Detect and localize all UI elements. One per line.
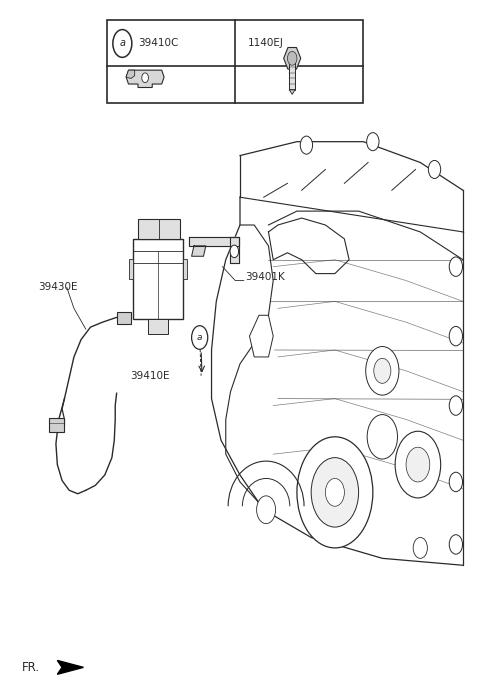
Circle shape — [449, 326, 463, 346]
Bar — [129, 259, 133, 279]
Circle shape — [367, 414, 397, 459]
Text: 39410E: 39410E — [130, 372, 169, 382]
Text: FR.: FR. — [22, 661, 40, 674]
Polygon shape — [229, 237, 239, 263]
Circle shape — [325, 479, 344, 506]
Circle shape — [395, 431, 441, 498]
Circle shape — [300, 136, 312, 154]
Circle shape — [288, 51, 297, 65]
Text: 39410C: 39410C — [138, 38, 179, 48]
Bar — [183, 259, 187, 279]
Circle shape — [113, 29, 132, 57]
Bar — [107, 20, 363, 104]
Polygon shape — [189, 237, 239, 246]
Text: 39430E: 39430E — [38, 283, 78, 293]
Bar — [138, 219, 180, 239]
Polygon shape — [250, 315, 273, 357]
Polygon shape — [126, 70, 164, 88]
Circle shape — [374, 358, 391, 384]
Circle shape — [449, 473, 463, 491]
Circle shape — [230, 245, 239, 258]
Text: 39401K: 39401K — [245, 272, 285, 282]
Text: 1140EJ: 1140EJ — [248, 38, 284, 48]
Bar — [289, 59, 295, 90]
Bar — [117, 312, 131, 323]
Bar — [49, 418, 64, 432]
Text: a: a — [120, 38, 125, 48]
Text: a: a — [197, 333, 203, 342]
Circle shape — [428, 160, 441, 178]
Circle shape — [449, 395, 463, 415]
Circle shape — [257, 496, 276, 524]
Circle shape — [192, 326, 208, 349]
Circle shape — [311, 458, 359, 527]
Polygon shape — [126, 70, 135, 78]
Circle shape — [366, 346, 399, 395]
Circle shape — [297, 437, 373, 548]
Circle shape — [449, 257, 463, 276]
Circle shape — [142, 73, 148, 83]
Polygon shape — [289, 90, 295, 95]
Circle shape — [413, 538, 427, 559]
Polygon shape — [284, 48, 301, 69]
Circle shape — [367, 132, 379, 150]
Circle shape — [449, 535, 463, 554]
Bar — [148, 318, 168, 334]
Polygon shape — [192, 246, 206, 256]
Polygon shape — [57, 660, 84, 674]
Bar — [133, 239, 183, 318]
Circle shape — [406, 447, 430, 482]
